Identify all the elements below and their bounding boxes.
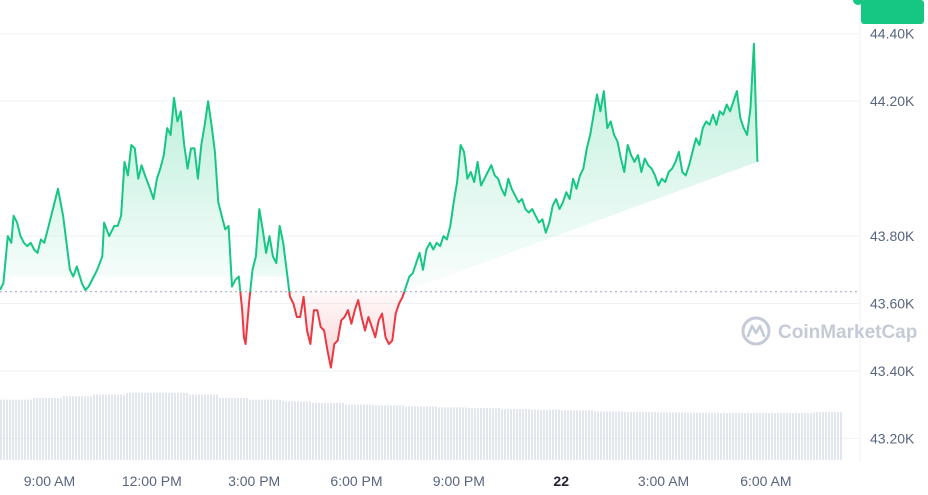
y-tick-label: 43.40K bbox=[870, 363, 915, 379]
y-axis: 43.20K 43.40K 43.60K 43.80K 44.20K 44.40K bbox=[870, 26, 915, 447]
x-tick-label: 3:00 PM bbox=[228, 473, 280, 489]
area-down bbox=[240, 291, 251, 344]
line-up-segment bbox=[249, 208, 291, 292]
price-line bbox=[0, 42, 759, 369]
watermark: CoinMarketCap bbox=[741, 316, 917, 346]
current-price-label: 44.01K bbox=[871, 0, 914, 3]
area-up bbox=[0, 97, 241, 292]
area-up bbox=[404, 43, 758, 292]
y-tick-label: 43.20K bbox=[870, 430, 915, 446]
x-tick-label: 9:00 AM bbox=[24, 473, 75, 489]
y-tick-label: 44.40K bbox=[870, 26, 915, 42]
y-tick-label: 44.20K bbox=[870, 93, 915, 109]
x-tick-label: 3:00 AM bbox=[638, 473, 689, 489]
y-tick-label: 43.80K bbox=[870, 228, 915, 244]
x-tick-label: 22 bbox=[553, 473, 569, 489]
x-tick-label: 12:00 PM bbox=[122, 473, 182, 489]
current-price-marker: 44.01K bbox=[853, 0, 924, 24]
line-down-segment bbox=[239, 291, 252, 345]
current-price-badge bbox=[861, 0, 924, 24]
current-price-dot bbox=[853, 0, 863, 5]
x-tick-label: 6:00 PM bbox=[330, 473, 382, 489]
line-down-segment bbox=[288, 291, 406, 369]
y-tick-label: 43.60K bbox=[870, 296, 915, 312]
x-axis: 9:00 AM 12:00 PM 3:00 PM 6:00 PM 9:00 PM 22 3:… bbox=[24, 473, 792, 489]
coinmarketcap-logo-icon bbox=[741, 316, 771, 346]
watermark-text: CoinMarketCap bbox=[778, 322, 917, 343]
x-tick-label: 9:00 PM bbox=[433, 473, 485, 489]
x-tick-label: 6:00 AM bbox=[740, 473, 791, 489]
line-up-segment bbox=[403, 42, 759, 293]
line-up-segment bbox=[0, 96, 242, 292]
volume-bars bbox=[0, 392, 842, 460]
